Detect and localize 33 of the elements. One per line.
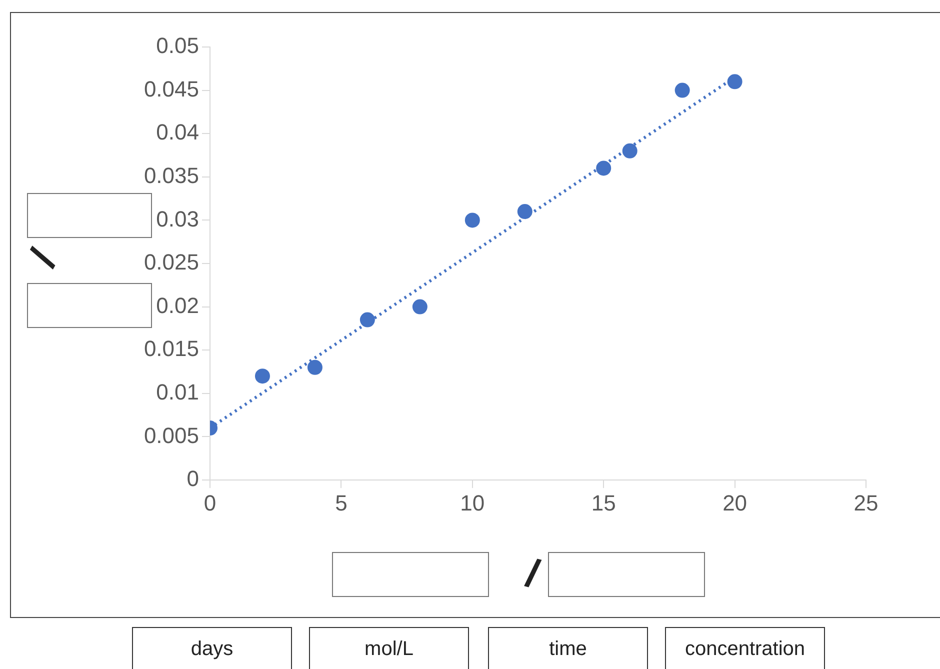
text: /	[22, 242, 66, 274]
y-tick-label: 0.025	[144, 250, 199, 275]
text: /	[521, 551, 544, 597]
x-tick-label: 20	[722, 490, 748, 516]
point	[464, 212, 480, 228]
text: concentration	[684, 638, 806, 661]
y-tick-label: 0.03	[156, 206, 199, 232]
y-tick-label: 0.05	[156, 33, 199, 58]
y-tick-label: 0.045	[144, 76, 199, 102]
x-tick-label: 0	[204, 490, 216, 516]
point	[307, 360, 322, 375]
x-tick-label: 5	[335, 490, 348, 516]
text: mol/L	[364, 638, 414, 661]
text: time	[549, 638, 587, 661]
text: days	[190, 638, 234, 661]
x-tick-label: 15	[591, 490, 616, 516]
x-tick-label: 10	[460, 490, 485, 516]
point	[674, 82, 690, 98]
x-tick-label: 25	[854, 490, 878, 516]
y-tick-label: 0.01	[156, 379, 199, 404]
y-tick-label: 0.015	[144, 336, 199, 362]
point	[360, 312, 375, 328]
point	[517, 204, 532, 220]
point	[412, 299, 428, 314]
point	[622, 143, 638, 158]
point	[727, 74, 742, 90]
y-tick-label: 0.005	[144, 422, 199, 448]
y-tick-label: 0.02	[156, 292, 199, 318]
point	[254, 368, 270, 384]
y-tick-label: 0	[186, 466, 199, 492]
y-tick-label: 0.04	[156, 120, 199, 145]
y-tick-label: 0.035	[144, 162, 199, 188]
point	[596, 160, 612, 176]
